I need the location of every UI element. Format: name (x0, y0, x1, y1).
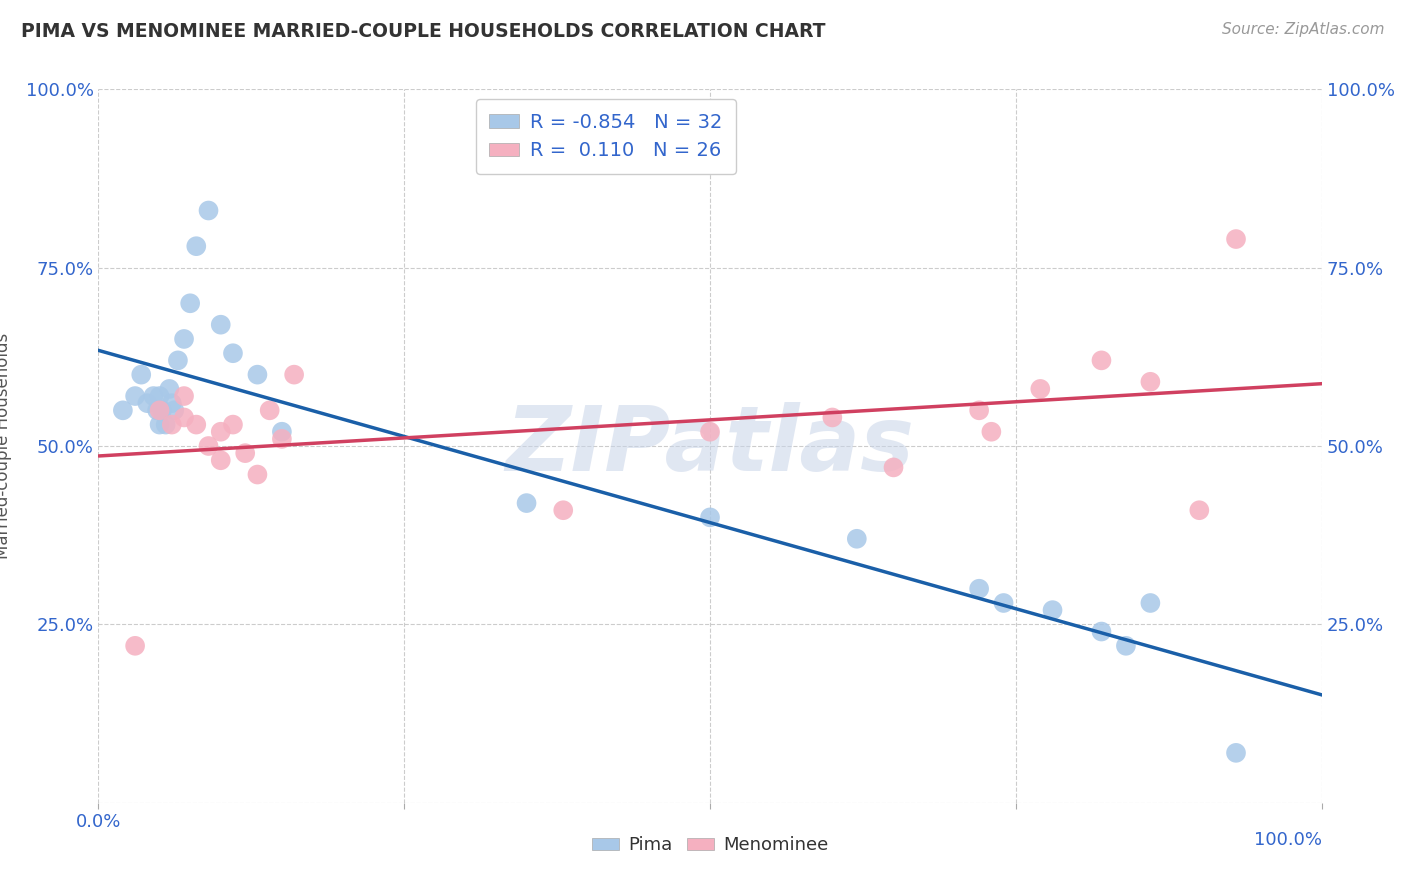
Point (246, 368, 269, 382)
Point (270, 425, 294, 439)
Point (883, 460, 905, 475)
Point (993, 596, 1015, 610)
Point (173, 332, 195, 346)
Point (209, 425, 232, 439)
Point (553, 503, 575, 517)
Point (197, 439, 219, 453)
Point (124, 639, 146, 653)
Point (173, 389, 195, 403)
Point (160, 417, 183, 432)
Point (1115, 639, 1137, 653)
Point (179, 296, 201, 310)
Text: ZIPatlas: ZIPatlas (506, 402, 914, 490)
Point (163, 403, 186, 417)
Point (149, 389, 172, 403)
Point (1090, 624, 1112, 639)
Point (1042, 603, 1064, 617)
Point (1029, 382, 1052, 396)
Point (111, 403, 134, 417)
Point (124, 389, 146, 403)
Point (129, 368, 152, 382)
Point (246, 467, 269, 482)
Point (967, 403, 990, 417)
Text: PIMA VS MENOMINEE MARRIED-COUPLE HOUSEHOLDS CORRELATION CHART: PIMA VS MENOMINEE MARRIED-COUPLE HOUSEHO… (21, 22, 825, 41)
Point (1139, 596, 1161, 610)
Point (1225, 232, 1247, 246)
Point (821, 410, 844, 425)
Point (1188, 503, 1211, 517)
Point (150, 403, 173, 417)
Point (149, 417, 172, 432)
Point (157, 382, 180, 396)
Point (270, 432, 294, 446)
Point (1225, 746, 1247, 760)
Text: Source: ZipAtlas.com: Source: ZipAtlas.com (1222, 22, 1385, 37)
Point (186, 239, 208, 253)
Point (699, 425, 721, 439)
Point (149, 403, 172, 417)
Point (209, 453, 232, 467)
Point (173, 410, 195, 425)
Point (233, 446, 256, 460)
Point (167, 353, 190, 368)
Point (136, 396, 159, 410)
Point (160, 396, 183, 410)
Point (283, 368, 305, 382)
Point (155, 417, 177, 432)
Point (142, 389, 165, 403)
Y-axis label: Married-couple Households: Married-couple Households (0, 333, 11, 559)
Point (515, 496, 537, 510)
Point (222, 346, 245, 360)
Point (967, 582, 990, 596)
Legend: Pima, Menominee: Pima, Menominee (585, 830, 835, 862)
Point (1139, 375, 1161, 389)
Point (845, 532, 868, 546)
Point (186, 417, 208, 432)
Point (146, 403, 169, 417)
Point (1090, 353, 1112, 368)
Text: 100.0%: 100.0% (1254, 830, 1322, 848)
Point (197, 203, 219, 218)
Point (699, 510, 721, 524)
Point (222, 417, 245, 432)
Point (980, 425, 1002, 439)
Point (259, 403, 281, 417)
Point (209, 318, 232, 332)
